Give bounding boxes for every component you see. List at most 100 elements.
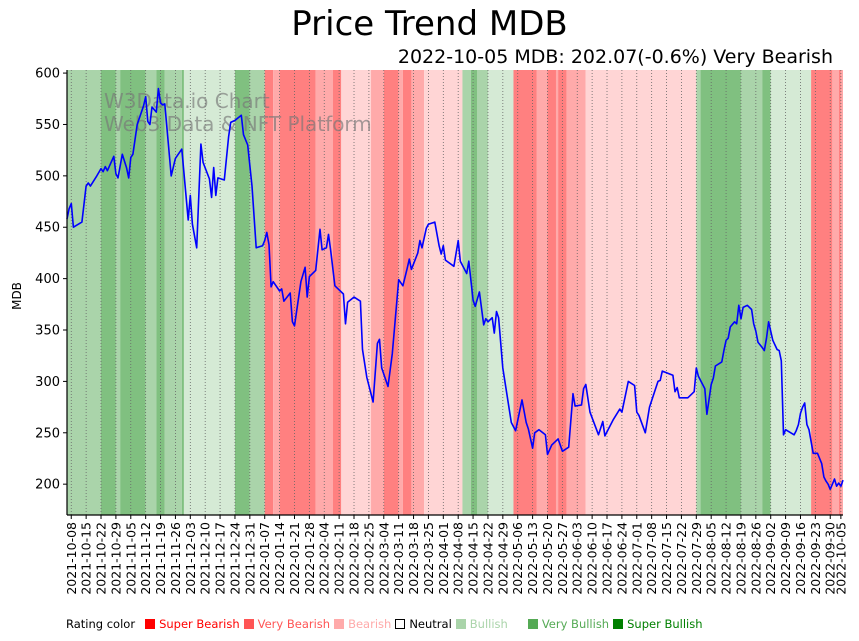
y-tick-label: 200 [35, 478, 60, 493]
rating-band [696, 70, 701, 515]
y-tick-label: 300 [35, 375, 60, 390]
rating-band [832, 70, 839, 515]
x-tick-label: 2021-12-24 [228, 522, 243, 595]
rating-band [164, 70, 182, 515]
x-tick-label: 2022-08-05 [704, 522, 719, 595]
axes [66, 70, 843, 516]
rating-bands [67, 70, 843, 515]
rating-band [279, 70, 316, 515]
rating-band [273, 70, 280, 515]
y-tick-label: 250 [35, 426, 60, 441]
x-tick-label: 2022-05-27 [555, 522, 570, 595]
y-tick-label: 350 [35, 324, 60, 339]
x-tick-label: 2022-05-20 [540, 522, 555, 595]
rating-band [566, 70, 586, 515]
x-tick-label: 2022-01-28 [302, 522, 317, 595]
y-axis-label: MDB [10, 282, 24, 310]
rating-band [383, 70, 399, 515]
x-tick-label: 2022-09-09 [778, 522, 793, 595]
x-tick-label: 2021-11-26 [168, 522, 183, 595]
x-tick-label: 2022-02-11 [332, 522, 347, 595]
x-tick-label: 2022-09-30 [823, 522, 838, 595]
x-tick-label: 2021-10-29 [108, 522, 123, 595]
rating-band [555, 70, 559, 515]
legend-swatch [527, 619, 538, 629]
x-tick-label: 2022-06-03 [570, 522, 585, 595]
x-tick-label: 2021-10-15 [79, 522, 94, 595]
x-gridlines [70, 70, 842, 515]
rating-band [477, 70, 488, 515]
legend-label: Neutral [409, 617, 452, 631]
legend-item: Very Bearish [243, 617, 330, 631]
rating-band [234, 70, 250, 515]
legend-label: Bullish [469, 617, 508, 631]
x-tick-label: 2022-09-02 [763, 522, 778, 595]
rating-band [411, 70, 425, 515]
x-tick-label: 2022-07-29 [689, 522, 704, 595]
x-tick-label: 2022-08-26 [748, 522, 763, 595]
rating-band [183, 70, 235, 515]
legend-label: Bearish [348, 617, 392, 631]
rating-band [487, 70, 514, 515]
rating-band [264, 70, 274, 515]
x-tick-label: 2021-12-31 [242, 522, 257, 595]
x-tick-label: 2021-10-08 [64, 522, 79, 595]
rating-band [585, 70, 697, 515]
x-tick-label: 2022-06-24 [614, 522, 629, 595]
rating-band [462, 70, 471, 515]
x-tick-label: 2022-03-04 [376, 522, 391, 595]
price-line [66, 87, 844, 491]
rating-band [513, 70, 537, 515]
rating-band [770, 70, 812, 515]
x-tick-label: 2022-01-14 [272, 522, 287, 595]
x-tick-label: 2022-03-25 [421, 522, 436, 595]
legend-item: Super Bullish [613, 617, 703, 631]
watermark-line-2: Web3 Data & NFT Platform [104, 112, 372, 136]
rating-band [838, 70, 841, 515]
x-tick-label: 2022-06-17 [600, 522, 615, 595]
x-tick-label: 2021-12-17 [213, 522, 228, 595]
x-tick-label: 2022-09-16 [793, 522, 808, 595]
x-tick-label: 2022-06-10 [585, 522, 600, 595]
legend-title: Rating color [66, 617, 136, 631]
x-tick-label: 2021-11-19 [153, 522, 168, 595]
legend-label: Super Bearish [159, 617, 240, 631]
x-tick-label: 2022-04-15 [466, 522, 481, 595]
rating-band [547, 70, 556, 515]
x-tick-label: 2022-10-05 [833, 522, 848, 595]
rating-band [341, 70, 372, 515]
rating-band [67, 70, 102, 515]
x-tick-label: 2022-04-08 [451, 522, 466, 595]
legend-swatch [455, 619, 466, 629]
x-tick-label: 2022-05-06 [510, 522, 525, 595]
x-tick-label: 2022-04-22 [481, 522, 496, 595]
x-tick-label: 2022-05-13 [525, 522, 540, 595]
rating-band [840, 70, 843, 515]
x-tick-label: 2022-01-07 [257, 522, 272, 595]
rating-band [536, 70, 548, 515]
rating-band [700, 70, 741, 515]
x-tick-label: 2022-03-18 [406, 522, 421, 595]
legend-swatch [613, 619, 624, 629]
x-tick-label: 2022-08-12 [719, 522, 734, 595]
x-tick-label: 2022-08-19 [734, 522, 749, 595]
x-tick-label: 2021-12-10 [198, 522, 213, 595]
rating-band [762, 70, 771, 515]
legend-item: Bearish [334, 617, 391, 631]
chart-subtitle: 2022-10-05 MDB: 202.07(-0.6%) Very Beari… [397, 46, 833, 68]
x-tick-label: 2022-07-08 [644, 522, 659, 595]
rating-band [371, 70, 384, 515]
legend-label: Super Bullish [627, 617, 703, 631]
rating-band [181, 70, 184, 515]
legend-item: Neutral [395, 617, 452, 631]
x-tick-label: 2022-07-15 [659, 522, 674, 595]
x-tick-label: 2021-11-05 [123, 522, 138, 595]
x-tick-label: 2022-07-01 [629, 522, 644, 595]
rating-band [115, 70, 121, 515]
legend-swatch [145, 619, 156, 629]
rating-band [740, 70, 763, 515]
legend-item: Bullish [455, 617, 508, 631]
x-tick-label: 2022-02-25 [361, 522, 376, 595]
y-tick-label: 400 [35, 272, 60, 287]
